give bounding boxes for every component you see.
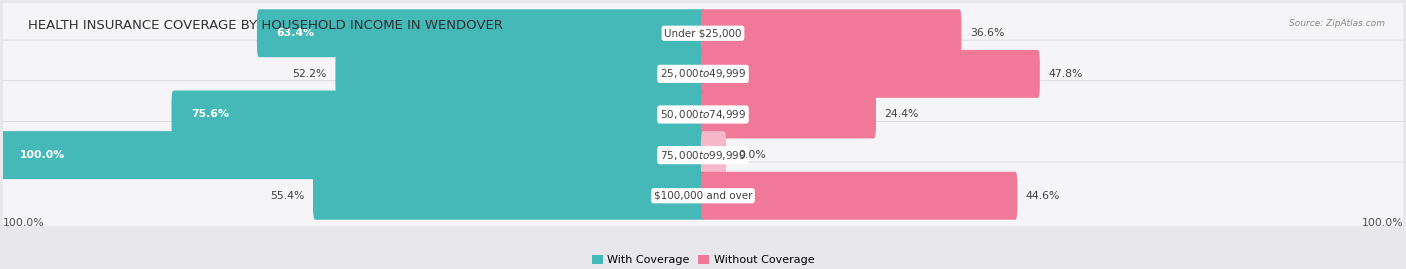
FancyBboxPatch shape [0,40,1406,108]
Text: 24.4%: 24.4% [884,109,918,119]
FancyBboxPatch shape [702,50,1040,98]
Text: 100.0%: 100.0% [20,150,66,160]
Text: $25,000 to $49,999: $25,000 to $49,999 [659,67,747,80]
Text: Under $25,000: Under $25,000 [664,28,742,38]
Text: $75,000 to $99,999: $75,000 to $99,999 [659,148,747,162]
Text: 44.6%: 44.6% [1026,191,1060,201]
Text: 47.8%: 47.8% [1049,69,1083,79]
FancyBboxPatch shape [314,172,704,220]
Text: 52.2%: 52.2% [292,69,328,79]
FancyBboxPatch shape [0,81,1406,148]
Text: 0.0%: 0.0% [738,150,766,160]
Text: Source: ZipAtlas.com: Source: ZipAtlas.com [1289,19,1385,28]
FancyBboxPatch shape [257,9,704,57]
FancyBboxPatch shape [702,172,1018,220]
Text: 36.6%: 36.6% [970,28,1004,38]
FancyBboxPatch shape [702,131,725,179]
FancyBboxPatch shape [0,131,704,179]
Legend: With Coverage, Without Coverage: With Coverage, Without Coverage [588,251,818,269]
Text: 75.6%: 75.6% [191,109,229,119]
FancyBboxPatch shape [172,91,704,139]
Text: $50,000 to $74,999: $50,000 to $74,999 [659,108,747,121]
FancyBboxPatch shape [0,0,1406,67]
Text: 100.0%: 100.0% [1361,218,1403,228]
FancyBboxPatch shape [0,121,1406,189]
Text: $100,000 and over: $100,000 and over [654,191,752,201]
Text: HEALTH INSURANCE COVERAGE BY HOUSEHOLD INCOME IN WENDOVER: HEALTH INSURANCE COVERAGE BY HOUSEHOLD I… [28,19,503,32]
FancyBboxPatch shape [0,162,1406,229]
FancyBboxPatch shape [702,91,876,139]
FancyBboxPatch shape [336,50,704,98]
Text: 55.4%: 55.4% [270,191,305,201]
FancyBboxPatch shape [702,9,962,57]
Text: 100.0%: 100.0% [3,218,45,228]
Text: 63.4%: 63.4% [277,28,315,38]
